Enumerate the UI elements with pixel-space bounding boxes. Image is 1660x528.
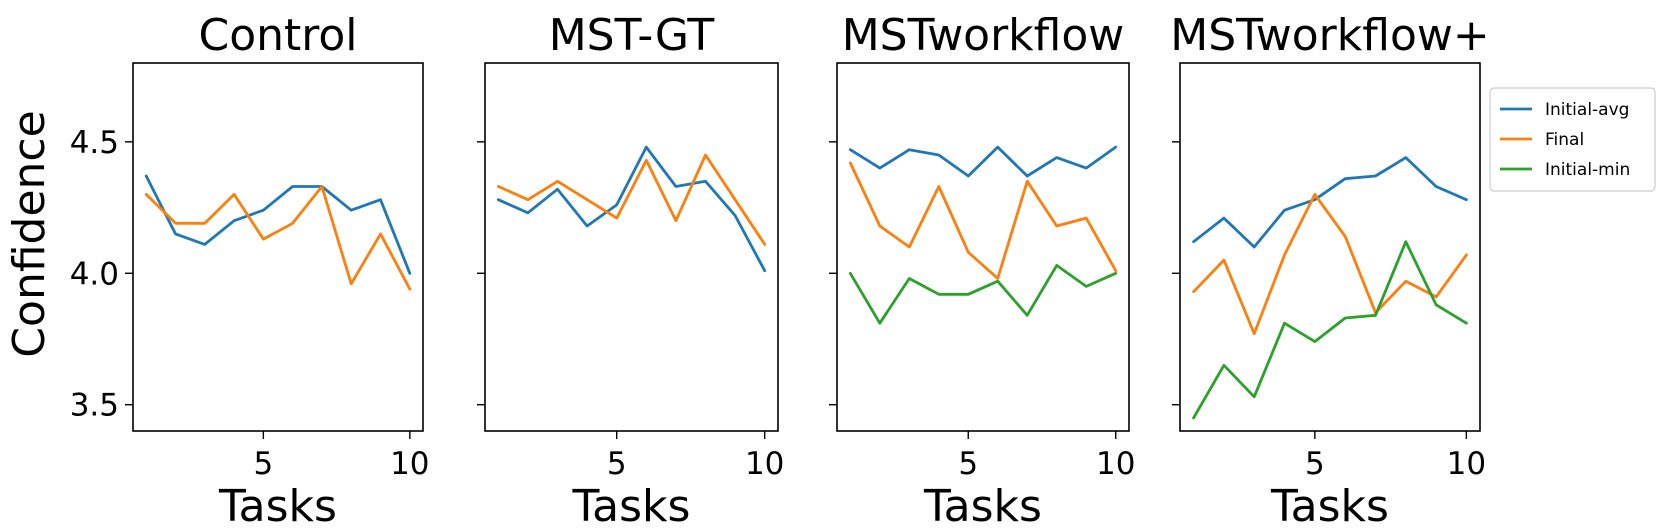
y-axis-label: Confidence [4, 110, 55, 357]
panel-title: Control [198, 10, 357, 61]
legend: Initial-avg Final Initial-min [1489, 87, 1656, 192]
y-tick-label: 3.5 [70, 388, 119, 424]
panel-mstworkflow: MSTworkflow+ 5 10 Tasks [1170, 10, 1489, 528]
legend-label-final: Final [1545, 130, 1584, 150]
axes-frame [484, 62, 779, 432]
x-tick-label: 5 [607, 446, 627, 482]
panel-title: MSTworkflow [842, 10, 1125, 61]
series-line-initial-avg [496, 145, 767, 273]
series-line-initial-min [848, 263, 1118, 325]
axes-frame [1179, 62, 1481, 432]
x-tick-label: 5 [253, 446, 273, 482]
y-tick-label: 4.5 [70, 125, 119, 161]
series-line-final [496, 153, 767, 246]
legend-label-initial-avg: Initial-avg [1545, 100, 1629, 120]
series-line-initial-avg [1192, 156, 1468, 249]
series-line-final [848, 161, 1118, 280]
x-axis-label: Tasks [1270, 481, 1389, 528]
axes-frame [836, 62, 1130, 432]
legend-label-initial-min: Initial-min [1545, 160, 1630, 180]
axes-frame [132, 62, 424, 432]
panel-control: Control 3.5 4.0 4.5 5 10 Tasks [70, 10, 430, 528]
x-tick-label: 5 [958, 446, 978, 482]
legend-box [1489, 87, 1656, 192]
x-tick-label: 10 [1447, 446, 1486, 482]
series-line-initial-avg [848, 145, 1118, 178]
x-axis-label: Tasks [218, 481, 337, 528]
series-line-initial-min [1192, 240, 1468, 420]
x-axis-label: Tasks [572, 481, 691, 528]
x-tick-label: 10 [390, 446, 429, 482]
panel-mstworkflow: MSTworkflow 5 10 Tasks [829, 10, 1135, 528]
panel-mst-gt: MST-GT 5 10 Tasks [477, 10, 784, 528]
series-line-initial-avg [144, 174, 412, 275]
y-tick-label: 4.0 [70, 256, 119, 292]
panel-title: MST-GT [549, 10, 715, 61]
x-axis-label: Tasks [923, 481, 1042, 528]
series-line-final [1192, 192, 1468, 336]
x-tick-label: 10 [745, 446, 784, 482]
x-tick-label: 5 [1305, 446, 1325, 482]
series-line-final [144, 185, 412, 291]
x-tick-label: 10 [1096, 446, 1135, 482]
panel-title: MSTworkflow+ [1170, 10, 1489, 61]
